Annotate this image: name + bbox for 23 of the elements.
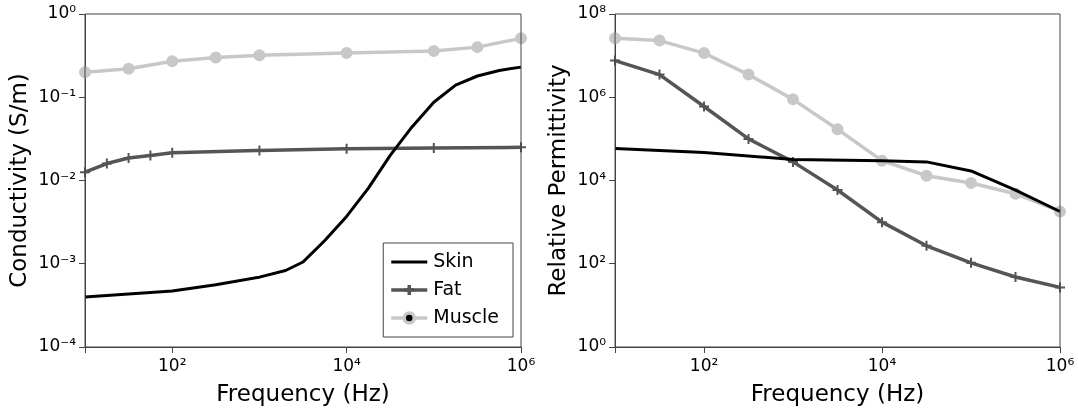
y-tick-label: 10² [577,252,607,273]
x-tick-label: 10⁶ [1045,354,1075,375]
legend-label: Fat [433,276,462,299]
y-tick-label: 10⁴ [577,168,607,189]
y-tick-label: 10⁰ [577,335,607,356]
y-tick-label: 10⁰ [47,2,77,23]
x-axis-title: Frequency (Hz) [216,380,390,407]
x-axis-title: Frequency (Hz) [750,380,925,407]
x-tick-label: 10⁴ [332,354,362,375]
x-tick-label: 10² [689,354,719,375]
x-tick-label: 10² [157,354,187,375]
y-tick-label: 10⁻¹ [38,85,77,106]
y-tick-label: 10⁻³ [38,252,77,273]
y-tick-label: 10⁸ [577,2,607,23]
y-axis-title: Conductivity (S/m) [4,73,31,288]
y-tick-label: 10⁻⁴ [38,335,77,356]
y-tick-label: 10⁶ [577,85,607,106]
legend-label: Skin [433,248,474,271]
y-tick-label: 10⁻² [38,168,77,189]
x-tick-label: 10⁶ [506,354,536,375]
y-axis-title: Relative Permittivity [543,64,570,297]
x-tick-label: 10⁴ [867,354,897,375]
legend-label: Muscle [433,304,499,327]
